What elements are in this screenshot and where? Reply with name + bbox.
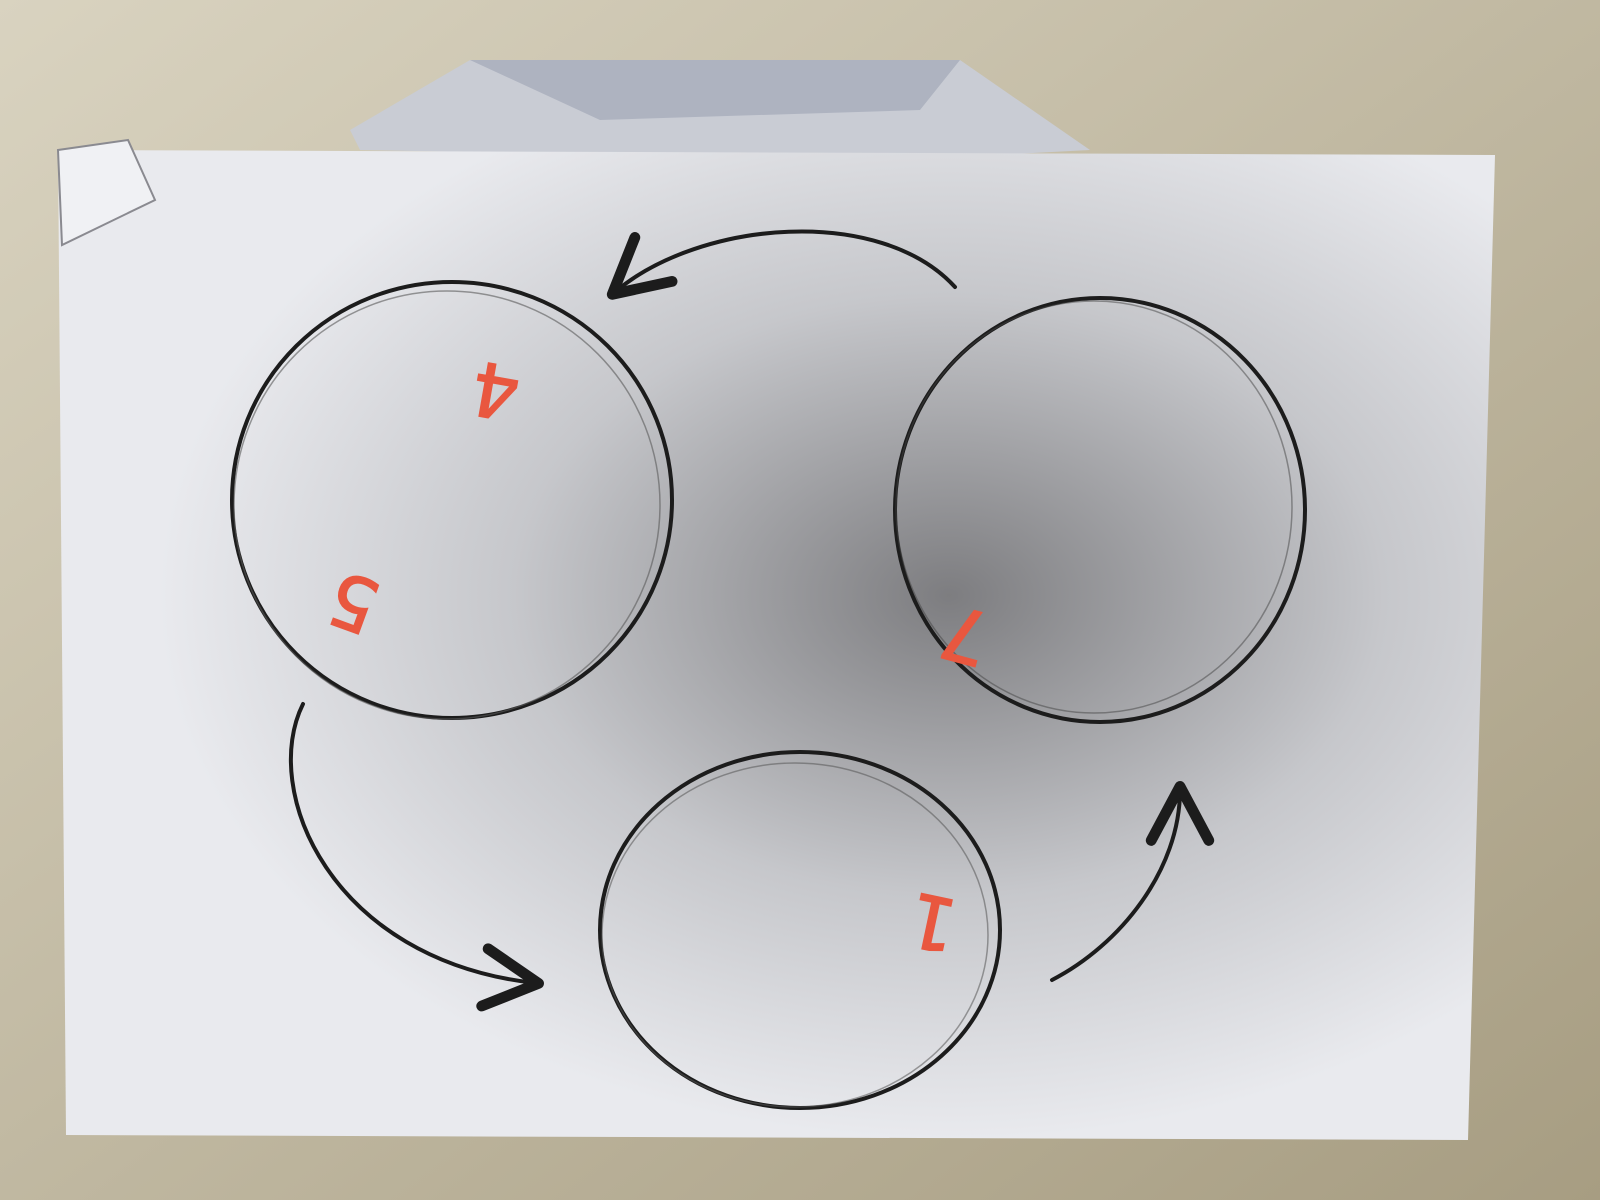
circle-bottom bbox=[598, 750, 1002, 1110]
arrow-right-to-top-left bbox=[606, 229, 957, 300]
arrow-top-left-to-bottom bbox=[288, 702, 544, 1012]
circle-top-left bbox=[230, 280, 674, 720]
back-sheet-fold bbox=[470, 60, 960, 120]
circle-right bbox=[893, 296, 1307, 724]
arrow-bottom-to-right bbox=[1050, 781, 1215, 982]
paper-sheet bbox=[58, 150, 1495, 1140]
paper-corner-fold bbox=[56, 138, 157, 247]
